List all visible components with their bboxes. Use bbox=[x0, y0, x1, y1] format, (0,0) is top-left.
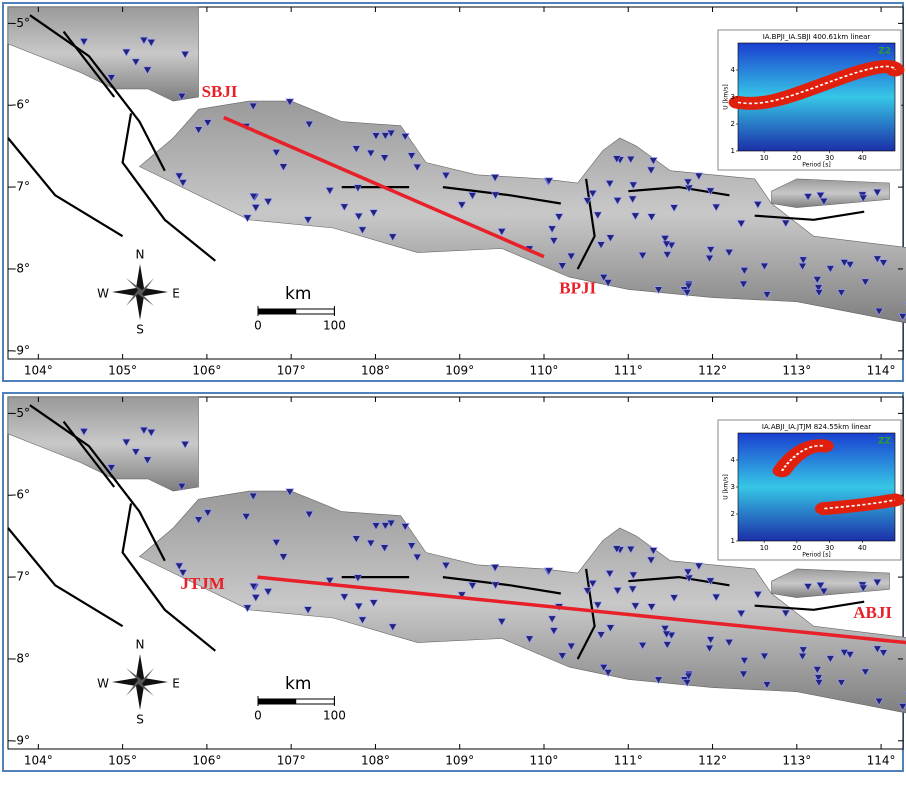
x-tick-label: 111° bbox=[614, 754, 643, 768]
inset-x-tick-label: 20 bbox=[792, 544, 801, 552]
inset-x-tick-label: 40 bbox=[858, 154, 867, 162]
compass-n: N bbox=[136, 248, 145, 262]
x-tick-label: 109° bbox=[445, 754, 474, 768]
compass-w: W bbox=[97, 287, 109, 301]
inset-component: Z2 bbox=[878, 47, 891, 57]
station-label: BPJI bbox=[559, 278, 596, 297]
scale-label: 100 bbox=[323, 709, 346, 723]
y-tick-label: -8° bbox=[12, 261, 30, 275]
inset-title: IA.BPJI_IA.SBJI 400.61km linear bbox=[763, 33, 871, 41]
scale-label: 100 bbox=[323, 319, 346, 333]
inset-y-tick-label: 4 bbox=[731, 66, 736, 74]
inset-y-label: U [km/s] bbox=[723, 474, 730, 499]
scale-bar bbox=[258, 699, 296, 704]
compass-w: W bbox=[97, 677, 109, 691]
inset-y-tick-label: 4 bbox=[731, 456, 736, 464]
inset-y-tick-label: 3 bbox=[731, 483, 735, 491]
inset-y-tick-label: 1 bbox=[731, 537, 735, 545]
x-tick-label: 113° bbox=[782, 364, 811, 378]
x-tick-label: 104° bbox=[24, 364, 53, 378]
y-tick-label: -9° bbox=[12, 343, 30, 357]
x-tick-label: 114° bbox=[867, 364, 896, 378]
map-panel: JTJM ABJI 104° 105° 106° 107° 108° 109° 110° 111°… bbox=[3, 393, 906, 771]
y-tick-label: -7° bbox=[12, 570, 30, 584]
scale-unit: km bbox=[285, 284, 311, 304]
x-tick-label: 104° bbox=[24, 754, 53, 768]
x-tick-label: 108° bbox=[361, 754, 390, 768]
y-tick-label: -9° bbox=[12, 733, 30, 747]
x-tick-label: 114° bbox=[867, 754, 896, 768]
y-tick-label: -5° bbox=[12, 16, 30, 30]
inset-x-tick-label: 20 bbox=[792, 154, 801, 162]
x-tick-label: 105° bbox=[108, 364, 137, 378]
figure: SBJI BPJI 104° 105° 106° 107° 108° 109° 110° 111°… bbox=[0, 0, 906, 782]
inset-component: ZZ bbox=[878, 437, 892, 447]
inset-x-label: Period [s] bbox=[802, 162, 830, 169]
station-label: SBJI bbox=[202, 82, 238, 101]
page: {"panels": [ {"xlim": [103.64, 114.26], … bbox=[0, 0, 906, 782]
x-tick-label: 106° bbox=[192, 754, 221, 768]
x-tick-label: 110° bbox=[530, 754, 559, 768]
y-tick-label: -6° bbox=[12, 488, 30, 502]
inset-y-tick-label: 2 bbox=[731, 510, 735, 518]
y-tick-label: -6° bbox=[12, 98, 30, 112]
scale-label: 0 bbox=[254, 709, 262, 723]
x-tick-label: 106° bbox=[192, 364, 221, 378]
x-tick-label: 112° bbox=[698, 754, 727, 768]
compass-s: S bbox=[136, 713, 144, 727]
compass-n: N bbox=[136, 638, 145, 652]
compass-e: E bbox=[172, 287, 180, 301]
x-tick-label: 112° bbox=[698, 364, 727, 378]
inset-x-tick-label: 10 bbox=[760, 544, 769, 552]
scale-label: 0 bbox=[254, 319, 262, 333]
inset-title: IA.ABJI_IA.JTJM 824.55km linear bbox=[762, 423, 871, 431]
compass-e: E bbox=[172, 677, 180, 691]
inset-y-tick-label: 2 bbox=[731, 120, 735, 128]
x-tick-label: 111° bbox=[614, 364, 643, 378]
x-tick-label: 110° bbox=[530, 364, 559, 378]
station-label: JTJM bbox=[180, 574, 224, 593]
x-tick-label: 113° bbox=[782, 754, 811, 768]
y-tick-label: -7° bbox=[12, 180, 30, 194]
inset-y-label: U [km/s] bbox=[723, 84, 730, 109]
x-tick-label: 109° bbox=[445, 364, 474, 378]
inset-x-tick-label: 10 bbox=[760, 154, 769, 162]
x-tick-label: 107° bbox=[277, 754, 306, 768]
x-tick-label: 108° bbox=[361, 364, 390, 378]
inset-y-tick-label: 1 bbox=[731, 147, 735, 155]
compass-s: S bbox=[136, 323, 144, 337]
scale-bar bbox=[258, 309, 296, 314]
inset-x-label: Period [s] bbox=[802, 552, 830, 559]
station-label: ABJI bbox=[853, 603, 892, 622]
x-tick-label: 105° bbox=[108, 754, 137, 768]
y-tick-label: -5° bbox=[12, 406, 30, 420]
y-tick-label: -8° bbox=[12, 651, 30, 665]
inset-y-tick-label: 3 bbox=[731, 93, 735, 101]
inset-x-tick-label: 40 bbox=[858, 544, 867, 552]
map-panel: SBJI BPJI 104° 105° 106° 107° 108° 109° 110° 111°… bbox=[3, 3, 906, 381]
x-tick-label: 107° bbox=[277, 364, 306, 378]
scale-unit: km bbox=[285, 674, 311, 694]
